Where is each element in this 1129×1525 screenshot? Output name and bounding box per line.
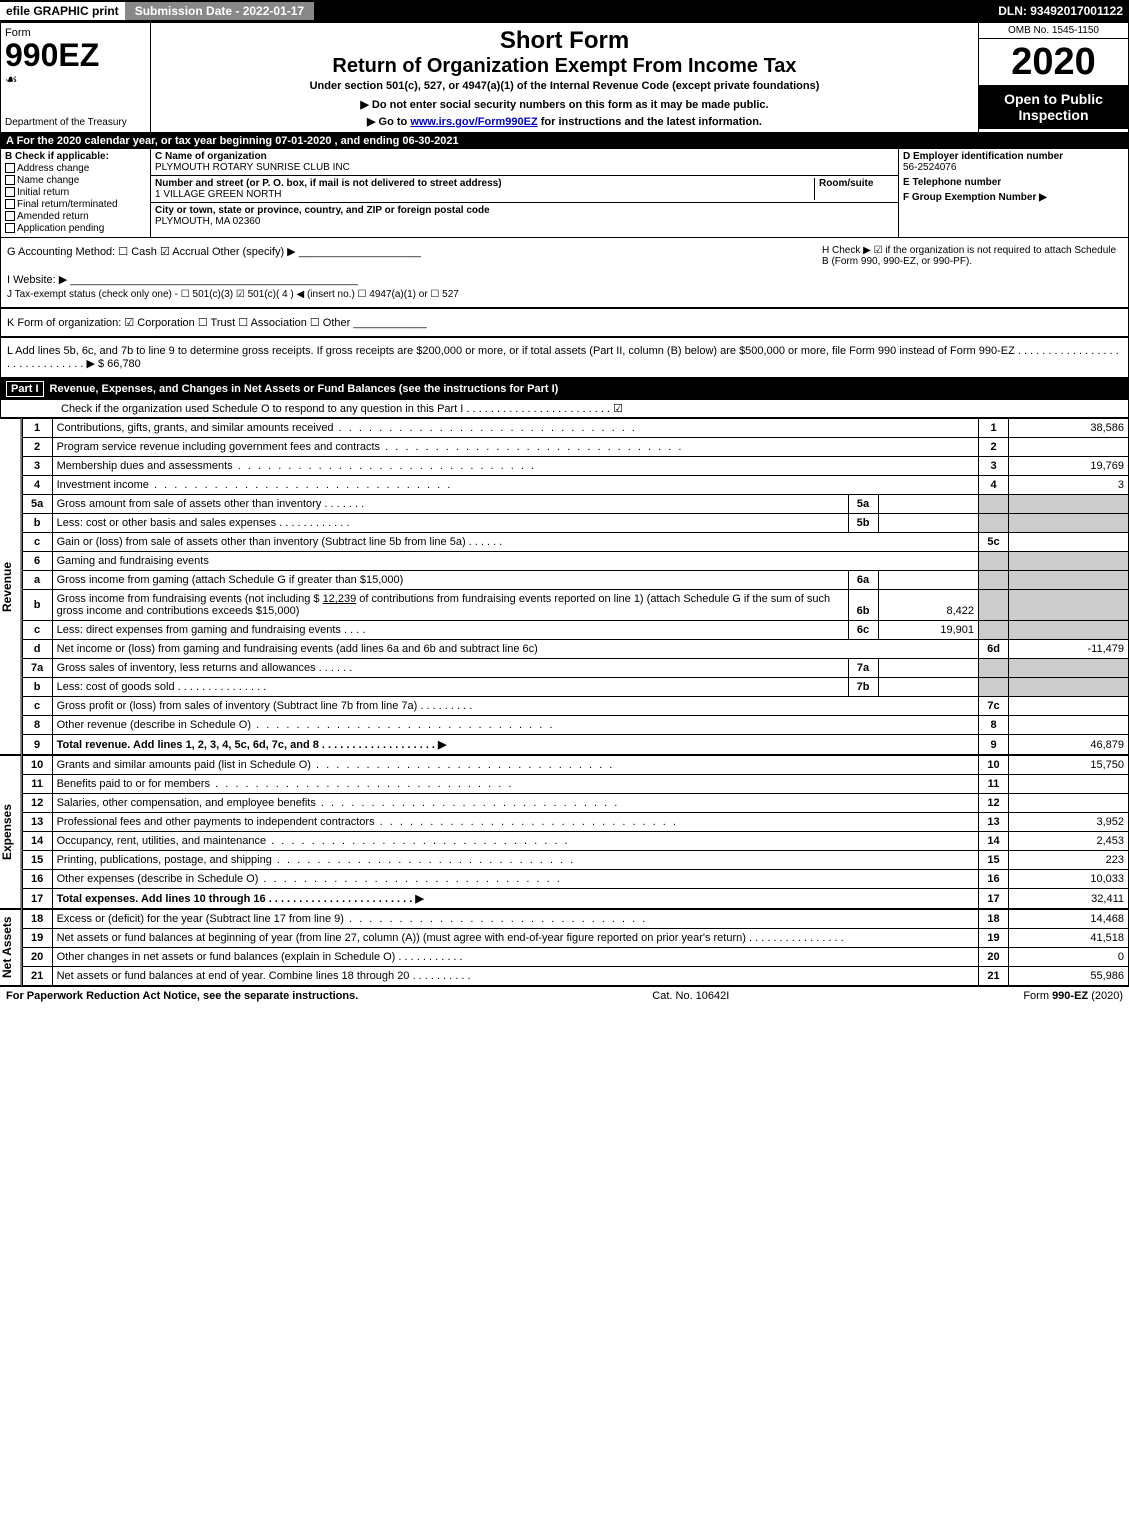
amt-13: 3,952 — [1009, 813, 1129, 832]
amt-6d: -11,479 — [1009, 640, 1129, 659]
dept-treasury: Department of the Treasury — [5, 117, 146, 128]
val-6b: 8,422 — [878, 590, 978, 620]
page-footer: For Paperwork Reduction Act Notice, see … — [0, 986, 1129, 1005]
amt-18: 14,468 — [1009, 910, 1129, 929]
part1-header: Part I Revenue, Expenses, and Changes in… — [0, 378, 1129, 400]
cb-amended-return[interactable]: Amended return — [5, 211, 146, 222]
street-value: 1 VILLAGE GREEN NORTH — [155, 189, 282, 200]
expenses-section: Expenses 10Grants and similar amounts pa… — [0, 755, 1129, 909]
line-h: H Check ▶ ☑ if the organization is not r… — [822, 245, 1122, 267]
city-label: City or town, state or province, country… — [155, 205, 490, 216]
box-c: C Name of organization PLYMOUTH ROTARY S… — [151, 149, 898, 237]
part1-check: Check if the organization used Schedule … — [0, 400, 1129, 418]
netassets-vlabel: Net Assets — [0, 909, 22, 986]
submission-date: Submission Date - 2022-01-17 — [125, 2, 314, 20]
title-return: Return of Organization Exempt From Incom… — [155, 55, 974, 78]
form-header: Form 990EZ ☙ Department of the Treasury … — [0, 22, 1129, 133]
header-right: OMB No. 1545-1150 2020 Open to Public In… — [978, 23, 1128, 132]
ein-value: 56-2524076 — [903, 162, 1124, 173]
subtitle-ssn-warning: ▶ Do not enter social security numbers o… — [155, 98, 974, 111]
group-exemption-label: F Group Exemption Number ▶ — [903, 192, 1124, 203]
box-b: B Check if applicable: Address change Na… — [1, 149, 151, 237]
org-name-label: C Name of organization — [155, 151, 267, 162]
room-label: Room/suite — [819, 178, 873, 189]
amt-21: 55,986 — [1009, 967, 1129, 986]
line-l-wrap: L Add lines 5b, 6c, and 7b to line 9 to … — [0, 337, 1129, 378]
org-name: PLYMOUTH ROTARY SUNRISE CLUB INC — [155, 162, 350, 173]
subtitle-goto: ▶ Go to www.irs.gov/Form990EZ for instru… — [155, 115, 974, 128]
amt-8 — [1009, 716, 1129, 735]
goto-post: for instructions and the latest informat… — [538, 116, 762, 128]
subtitle-section: Under section 501(c), 527, or 4947(a)(1)… — [155, 80, 974, 92]
cb-application-pending[interactable]: Application pending — [5, 223, 146, 234]
amt-20: 0 — [1009, 948, 1129, 967]
part1-label: Part I — [6, 381, 44, 397]
form-number: 990EZ — [5, 39, 146, 71]
amt-15: 223 — [1009, 851, 1129, 870]
top-bar: efile GRAPHIC print Submission Date - 20… — [0, 0, 1129, 22]
amt-16: 10,033 — [1009, 870, 1129, 889]
revenue-vlabel: Revenue — [0, 418, 22, 755]
expenses-table: 10Grants and similar amounts paid (list … — [22, 755, 1129, 909]
amt-9: 46,879 — [1009, 735, 1129, 755]
open-to-public: Open to Public Inspection — [979, 85, 1128, 129]
irs-link[interactable]: www.irs.gov/Form990EZ — [410, 116, 537, 128]
line-k: K Form of organization: ☑ Corporation ☐ … — [7, 316, 1122, 329]
amt-2 — [1009, 438, 1129, 457]
cb-final-return[interactable]: Final return/terminated — [5, 199, 146, 210]
amt-14: 2,453 — [1009, 832, 1129, 851]
line-k-wrap: K Form of organization: ☑ Corporation ☐ … — [0, 308, 1129, 337]
revenue-table: 1Contributions, gifts, grants, and simil… — [22, 418, 1129, 755]
line-i: I Website: ▶ ___________________________… — [7, 273, 1122, 286]
val-6c: 19,901 — [878, 621, 978, 639]
omb-number: OMB No. 1545-1150 — [979, 23, 1128, 39]
revenue-section: Revenue 1Contributions, gifts, grants, a… — [0, 418, 1129, 755]
line-j: J Tax-exempt status (check only one) - ☐… — [7, 289, 1122, 300]
footer-mid: Cat. No. 10642I — [652, 990, 729, 1002]
part1-title: Revenue, Expenses, and Changes in Net As… — [50, 383, 559, 395]
header-left: Form 990EZ ☙ Department of the Treasury — [1, 23, 151, 132]
title-short-form: Short Form — [155, 27, 974, 55]
tax-year: 2020 — [979, 39, 1128, 85]
efile-print-button[interactable]: efile GRAPHIC print — [0, 2, 125, 20]
footer-right: Form 990-EZ (2020) — [1023, 990, 1123, 1002]
box-b-title: B Check if applicable: — [5, 151, 146, 162]
amt-11 — [1009, 775, 1129, 794]
amt-10: 15,750 — [1009, 756, 1129, 775]
netassets-table: 18Excess or (deficit) for the year (Subt… — [22, 909, 1129, 986]
amt-7c — [1009, 697, 1129, 716]
amt-1: 38,586 — [1009, 419, 1129, 438]
info-block: B Check if applicable: Address change Na… — [0, 149, 1129, 238]
ein-label: D Employer identification number — [903, 151, 1124, 162]
line-l: L Add lines 5b, 6c, and 7b to line 9 to … — [7, 345, 1122, 370]
footer-left: For Paperwork Reduction Act Notice, see … — [6, 990, 358, 1002]
lines-g-l: G Accounting Method: ☐ Cash ☑ Accrual Ot… — [0, 238, 1129, 308]
amt-12 — [1009, 794, 1129, 813]
expenses-vlabel: Expenses — [0, 755, 22, 909]
amt-19: 41,518 — [1009, 929, 1129, 948]
cb-name-change[interactable]: Name change — [5, 175, 146, 186]
amt-3: 19,769 — [1009, 457, 1129, 476]
cb-initial-return[interactable]: Initial return — [5, 187, 146, 198]
city-value: PLYMOUTH, MA 02360 — [155, 216, 260, 227]
street-label: Number and street (or P. O. box, if mail… — [155, 178, 502, 189]
line-g: G Accounting Method: ☐ Cash ☑ Accrual Ot… — [7, 245, 822, 267]
amt-4: 3 — [1009, 476, 1129, 495]
phone-label: E Telephone number — [903, 177, 1124, 188]
dln: DLN: 93492017001122 — [998, 4, 1129, 18]
goto-pre: ▶ Go to — [367, 116, 410, 128]
netassets-section: Net Assets 18Excess or (deficit) for the… — [0, 909, 1129, 986]
header-mid: Short Form Return of Organization Exempt… — [151, 23, 978, 132]
box-def: D Employer identification number 56-2524… — [898, 149, 1128, 237]
row-a-tax-year: A For the 2020 calendar year, or tax yea… — [0, 133, 1129, 149]
cb-address-change[interactable]: Address change — [5, 163, 146, 174]
amt-17: 32,411 — [1009, 889, 1129, 909]
amt-5c — [1009, 533, 1129, 552]
